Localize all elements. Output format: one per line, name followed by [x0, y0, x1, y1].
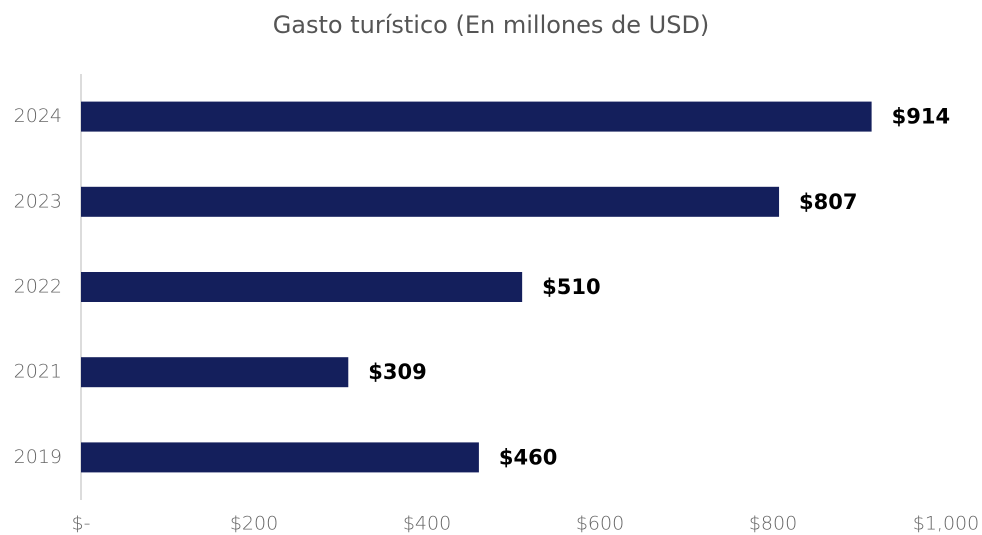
value-label: $807: [799, 190, 857, 214]
x-tick-label: $400: [403, 513, 451, 535]
x-tick-label: $-: [72, 513, 91, 535]
bar: [81, 186, 780, 217]
x-tick-label: $600: [576, 513, 624, 535]
x-tick-label: $800: [749, 513, 797, 535]
y-tick-label: 2024: [14, 105, 62, 127]
y-tick-label: 2021: [14, 361, 62, 383]
x-tick-label: $200: [230, 513, 278, 535]
y-tick-label: 2019: [14, 446, 62, 468]
value-label: $309: [368, 360, 426, 384]
value-label: $510: [542, 275, 600, 299]
value-label: $914: [892, 105, 950, 129]
x-tick-label: $1,000: [913, 513, 979, 535]
chart-title: Gasto turístico (En millones de USD): [273, 11, 710, 39]
y-tick-label: 2022: [14, 276, 62, 298]
bar: [81, 442, 479, 473]
value-label: $460: [499, 445, 557, 469]
bar: [81, 357, 349, 388]
bar: [81, 101, 872, 132]
bar: [81, 272, 523, 302]
y-tick-label: 2023: [14, 190, 62, 212]
